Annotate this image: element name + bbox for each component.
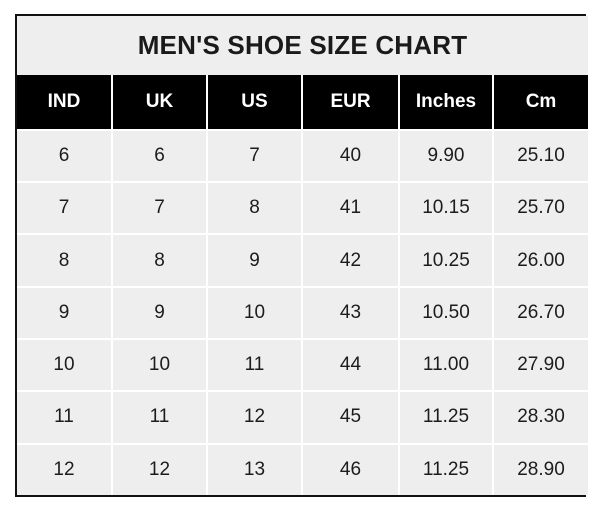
cell-cm: 26.00	[491, 233, 589, 288]
cell-ind: 12	[17, 442, 113, 495]
cell-ind: 9	[17, 285, 113, 341]
column-header-inches: Inches	[398, 75, 494, 130]
table-title-row: MEN'S SHOE SIZE CHART	[17, 16, 589, 76]
cell-uk: 11	[111, 390, 208, 445]
cell-eur: 45	[301, 390, 400, 445]
cell-ind: 11	[17, 390, 113, 445]
cell-cm: 26.70	[491, 285, 589, 341]
page-title: MEN'S SHOE SIZE CHART	[17, 16, 589, 76]
cell-us: 13	[206, 442, 303, 495]
cell-uk: 10	[111, 338, 208, 393]
cell-inches: 9.90	[398, 128, 494, 184]
cell-uk: 12	[111, 442, 208, 495]
cell-ind: 6	[17, 128, 113, 184]
cell-eur: 40	[301, 128, 400, 184]
cell-uk: 7	[111, 181, 208, 236]
column-header-uk: UK	[111, 75, 208, 130]
cell-uk: 9	[111, 285, 208, 341]
shoe-size-table: MEN'S SHOE SIZE CHART IND UK US EUR Inch…	[17, 16, 589, 495]
cell-eur: 46	[301, 442, 400, 495]
cell-cm: 25.10	[491, 128, 589, 184]
cell-us: 7	[206, 128, 303, 184]
table-header-row: IND UK US EUR Inches Cm	[17, 75, 589, 130]
cell-eur: 44	[301, 338, 400, 393]
cell-inches: 11.25	[398, 390, 494, 445]
column-header-ind: IND	[17, 75, 113, 130]
table-row: 12 12 13 46 11.25 28.90	[17, 442, 589, 495]
column-header-cm: Cm	[491, 75, 589, 130]
table-row: 7 7 8 41 10.15 25.70	[17, 181, 589, 236]
cell-inches: 11.25	[398, 442, 494, 495]
table-row: 11 11 12 45 11.25 28.30	[17, 390, 589, 445]
cell-cm: 25.70	[491, 181, 589, 236]
table-row: 9 9 10 43 10.50 26.70	[17, 285, 589, 341]
cell-us: 9	[206, 233, 303, 288]
cell-eur: 42	[301, 233, 400, 288]
table-row: 10 10 11 44 11.00 27.90	[17, 338, 589, 393]
cell-cm: 28.30	[491, 390, 589, 445]
cell-cm: 28.90	[491, 442, 589, 495]
cell-us: 12	[206, 390, 303, 445]
cell-inches: 10.25	[398, 233, 494, 288]
cell-eur: 41	[301, 181, 400, 236]
cell-inches: 11.00	[398, 338, 494, 393]
table-row: 6 6 7 40 9.90 25.10	[17, 128, 589, 184]
cell-uk: 8	[111, 233, 208, 288]
cell-us: 11	[206, 338, 303, 393]
table-row: 8 8 9 42 10.25 26.00	[17, 233, 589, 288]
table-body: MEN'S SHOE SIZE CHART IND UK US EUR Inch…	[17, 16, 589, 495]
cell-us: 10	[206, 285, 303, 341]
column-header-eur: EUR	[301, 75, 400, 130]
cell-ind: 8	[17, 233, 113, 288]
cell-inches: 10.15	[398, 181, 494, 236]
cell-ind: 7	[17, 181, 113, 236]
cell-us: 8	[206, 181, 303, 236]
column-header-us: US	[206, 75, 303, 130]
cell-cm: 27.90	[491, 338, 589, 393]
cell-uk: 6	[111, 128, 208, 184]
cell-eur: 43	[301, 285, 400, 341]
cell-ind: 10	[17, 338, 113, 393]
size-chart-container: MEN'S SHOE SIZE CHART IND UK US EUR Inch…	[15, 14, 589, 497]
cell-inches: 10.50	[398, 285, 494, 341]
